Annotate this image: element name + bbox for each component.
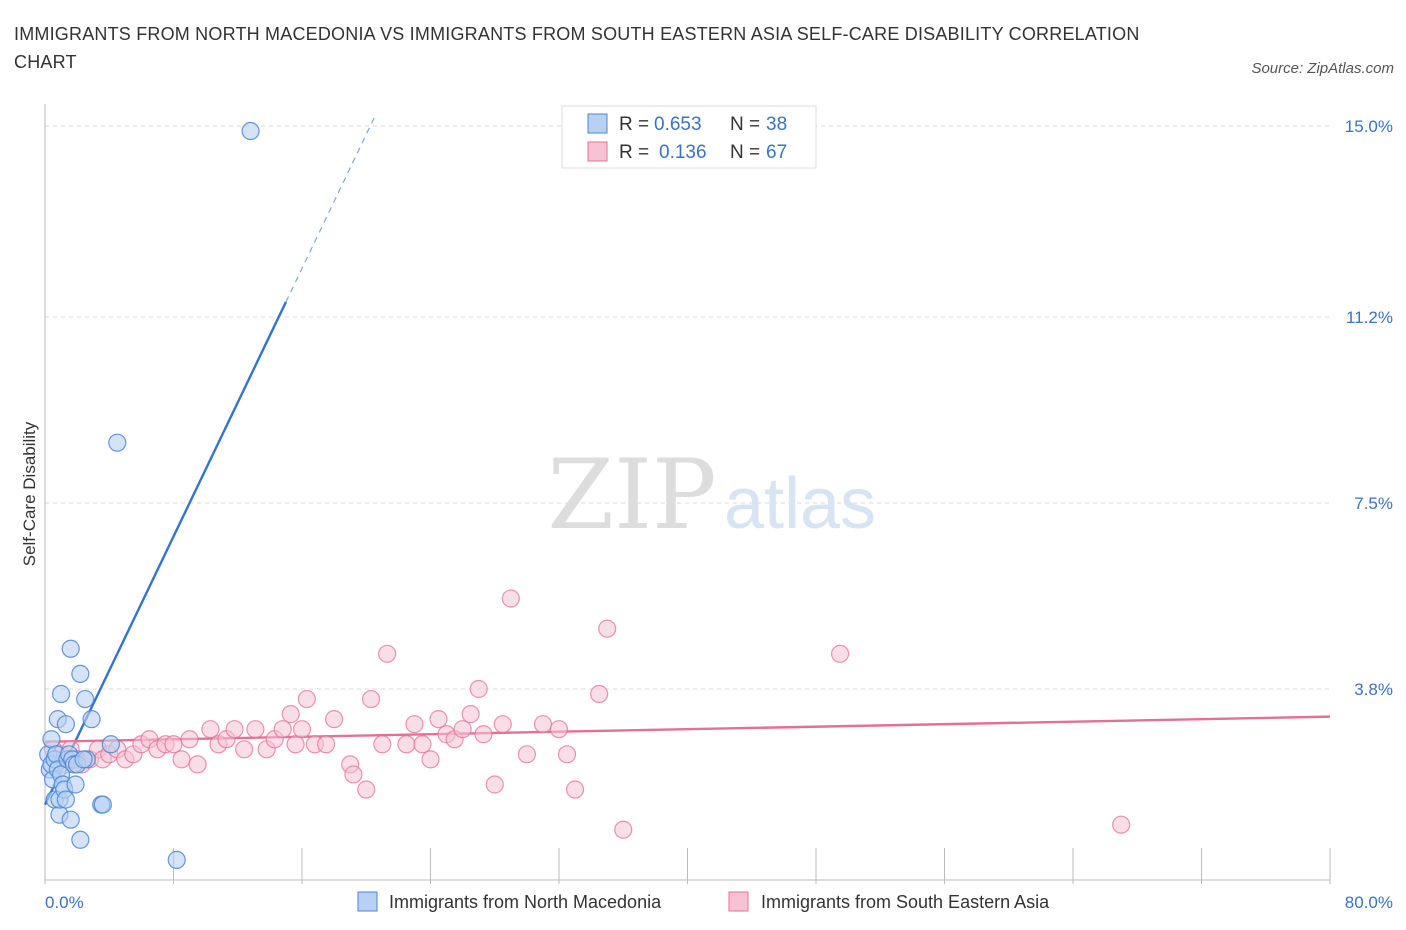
- point-sea-56: [501, 589, 520, 608]
- point-sea-45: [413, 735, 432, 754]
- point-nm-26: [71, 830, 90, 849]
- point-nm-13: [51, 684, 71, 704]
- y-tick-label-1: 7.5%: [1354, 494, 1393, 513]
- point-sea-58: [533, 715, 553, 734]
- point-sea-36: [325, 710, 344, 729]
- x-min-label: 0.0%: [45, 893, 84, 912]
- legend-n-label-1: N =: [730, 114, 765, 135]
- legend-n-label-2: N =: [730, 142, 765, 163]
- bottom-legend-swatch-blue: [357, 891, 378, 912]
- watermark: ZIP atlas: [547, 439, 876, 551]
- point-nm-20: [61, 639, 80, 658]
- point-nm-27: [71, 664, 90, 684]
- bottom-legend-label-pink: Immigrants from South Eastern Asia: [761, 892, 1050, 912]
- legend-r-value-1: 0.653: [654, 114, 702, 135]
- y-tick-label-2: 11.2%: [1346, 308, 1393, 327]
- point-nm-2: [42, 730, 61, 749]
- point-nm-17: [56, 790, 75, 809]
- point-sea-60: [557, 745, 577, 764]
- point-sea-65: [830, 644, 850, 663]
- point-sea-32: [292, 720, 312, 739]
- point-nm-30: [82, 710, 101, 729]
- svg-text:R = 0.653 N =: R = 0.653 N = 38: [619, 114, 787, 135]
- point-sea-31: [286, 735, 305, 754]
- series-south-eastern-asia: [43, 589, 1131, 839]
- point-sea-19: [180, 730, 199, 749]
- point-nm-24: [66, 775, 85, 794]
- legend-r-label-2: R =: [619, 142, 654, 163]
- point-sea-54: [485, 775, 504, 794]
- bottom-legend-label-blue: Immigrants from North Macedonia: [389, 892, 662, 912]
- legend-swatch-pink: [587, 141, 608, 162]
- point-sea-33: [297, 689, 316, 709]
- point-sea-43: [397, 735, 416, 754]
- y-tick-label-3: 15.0%: [1345, 117, 1393, 136]
- point-sea-55: [493, 715, 512, 734]
- point-sea-24: [225, 720, 244, 739]
- y-axis-label: Self-Care Disability: [20, 421, 39, 566]
- legend-n-value-1: 38: [766, 114, 787, 135]
- point-sea-63: [598, 619, 617, 638]
- legend-box: R = 0.653 N = 38 R = 0.136 N = 67: [561, 105, 817, 169]
- legend-swatch-blue: [587, 113, 608, 134]
- point-sea-44: [405, 715, 424, 734]
- point-nm-35: [167, 850, 186, 869]
- point-sea-35: [316, 735, 336, 754]
- point-sea-66: [1112, 815, 1131, 834]
- point-sea-20: [188, 755, 207, 774]
- point-sea-21: [201, 720, 220, 739]
- point-nm-37: [74, 750, 93, 769]
- trendline-north-macedonia-extension: [285, 117, 375, 303]
- point-sea-59: [549, 720, 569, 739]
- point-sea-47: [429, 710, 448, 729]
- point-nm-21: [61, 810, 80, 829]
- y-tick-label-0: 3.8%: [1354, 680, 1393, 699]
- chart-title: IMMIGRANTS FROM NORTH MACEDONIA VS IMMIG…: [14, 24, 1140, 72]
- point-sea-46: [421, 750, 440, 769]
- point-nm-34: [108, 433, 127, 452]
- point-sea-62: [590, 684, 609, 704]
- point-sea-29: [273, 720, 292, 739]
- source-label: Source: ZipAtlas.com: [1251, 60, 1394, 77]
- point-sea-40: [361, 689, 381, 709]
- point-nm-33: [101, 735, 120, 754]
- gridlines: [45, 125, 1330, 690]
- legend-r-value-2: 0.136: [659, 142, 707, 163]
- point-sea-57: [517, 745, 536, 764]
- x-max-label: 80.0%: [1345, 893, 1393, 912]
- point-sea-53: [474, 725, 493, 744]
- point-sea-38: [344, 765, 363, 784]
- trendline-south-eastern-asia: [44, 715, 1331, 743]
- svg-text:R = 0.136 N =: R = 0.136 N = 67: [619, 142, 787, 163]
- point-sea-25: [235, 740, 254, 759]
- point-sea-50: [453, 720, 472, 739]
- point-sea-30: [281, 705, 300, 724]
- watermark-zip: ZIP: [547, 439, 716, 551]
- point-sea-64: [614, 820, 633, 839]
- point-sea-51: [461, 705, 480, 724]
- point-nm-32: [93, 795, 112, 814]
- point-nm-28: [76, 689, 95, 709]
- watermark-atlas: atlas: [724, 464, 876, 544]
- series-north-macedonia: [39, 121, 260, 869]
- y-tick-labels: 3.8% 7.5% 11.2% 15.0%: [1345, 117, 1393, 699]
- bottom-legend: Immigrants from North Macedonia Immigran…: [357, 891, 1050, 912]
- point-sea-42: [378, 644, 397, 663]
- legend-n-value-2: 67: [766, 142, 787, 163]
- point-sea-41: [373, 735, 392, 754]
- point-sea-61: [565, 780, 585, 799]
- point-nm-36: [241, 121, 260, 141]
- point-nm-16: [56, 715, 75, 734]
- legend-r-label-1: R =: [619, 114, 654, 135]
- bottom-legend-swatch-pink: [728, 891, 749, 912]
- point-sea-39: [357, 780, 376, 799]
- point-sea-18: [172, 750, 191, 769]
- point-sea-52: [469, 679, 488, 699]
- point-sea-26: [246, 720, 265, 739]
- point-sea-17: [164, 735, 183, 754]
- axes: [44, 104, 1331, 884]
